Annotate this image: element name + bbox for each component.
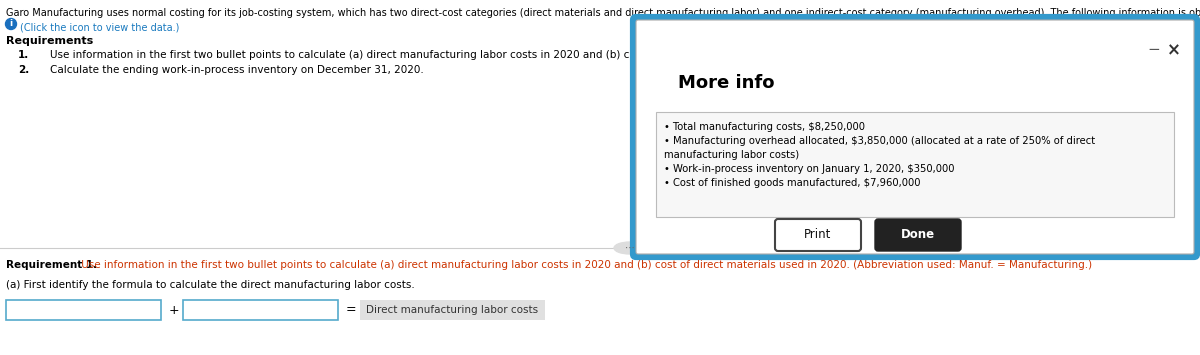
FancyBboxPatch shape bbox=[775, 219, 862, 251]
Text: More info: More info bbox=[678, 74, 774, 92]
FancyBboxPatch shape bbox=[6, 300, 161, 320]
Ellipse shape bbox=[614, 242, 646, 254]
Text: i: i bbox=[10, 20, 12, 28]
Text: ×: × bbox=[1168, 41, 1181, 59]
Text: (a) First identify the formula to calculate the direct manufacturing labor costs: (a) First identify the formula to calcul… bbox=[6, 280, 415, 290]
FancyBboxPatch shape bbox=[632, 16, 1198, 258]
FancyBboxPatch shape bbox=[360, 300, 545, 320]
FancyBboxPatch shape bbox=[182, 300, 338, 320]
Text: −: − bbox=[1147, 43, 1160, 58]
Text: • Manufacturing overhead allocated, $3,850,000 (allocated at a rate of 250% of d: • Manufacturing overhead allocated, $3,8… bbox=[664, 136, 1096, 146]
Text: Print: Print bbox=[804, 229, 832, 241]
Text: • Work-in-process inventory on January 1, 2020, $350,000: • Work-in-process inventory on January 1… bbox=[664, 164, 954, 174]
Text: Requirements: Requirements bbox=[6, 36, 94, 46]
Text: +: + bbox=[169, 304, 180, 317]
Text: Calculate the ending work-in-process inventory on December 31, 2020.: Calculate the ending work-in-process inv… bbox=[50, 65, 424, 75]
Text: Done: Done bbox=[901, 229, 935, 241]
Text: • Cost of finished goods manufactured, $7,960,000: • Cost of finished goods manufactured, $… bbox=[664, 178, 920, 188]
Text: Use information in the first two bullet points to calculate (a) direct manufactu: Use information in the first two bullet … bbox=[50, 50, 818, 60]
Text: Requirement 1.: Requirement 1. bbox=[6, 260, 97, 270]
Text: 2.: 2. bbox=[18, 65, 29, 75]
Text: Direct manufacturing labor costs: Direct manufacturing labor costs bbox=[366, 305, 538, 315]
Text: ⋯: ⋯ bbox=[625, 243, 635, 253]
FancyBboxPatch shape bbox=[636, 20, 1194, 254]
Text: Garo Manufacturing uses normal costing for its job-costing system, which has two: Garo Manufacturing uses normal costing f… bbox=[6, 8, 1200, 18]
Text: (Click the icon to view the data.): (Click the icon to view the data.) bbox=[20, 22, 179, 32]
FancyBboxPatch shape bbox=[875, 219, 961, 251]
Text: Use information in the first two bullet points to calculate (a) direct manufactu: Use information in the first two bullet … bbox=[78, 260, 1092, 270]
Text: =: = bbox=[346, 304, 356, 317]
FancyBboxPatch shape bbox=[656, 112, 1174, 217]
Circle shape bbox=[6, 18, 17, 29]
Text: • Total manufacturing costs, $8,250,000: • Total manufacturing costs, $8,250,000 bbox=[664, 122, 865, 132]
Text: 1.: 1. bbox=[18, 50, 29, 60]
Text: manufacturing labor costs): manufacturing labor costs) bbox=[664, 150, 799, 160]
